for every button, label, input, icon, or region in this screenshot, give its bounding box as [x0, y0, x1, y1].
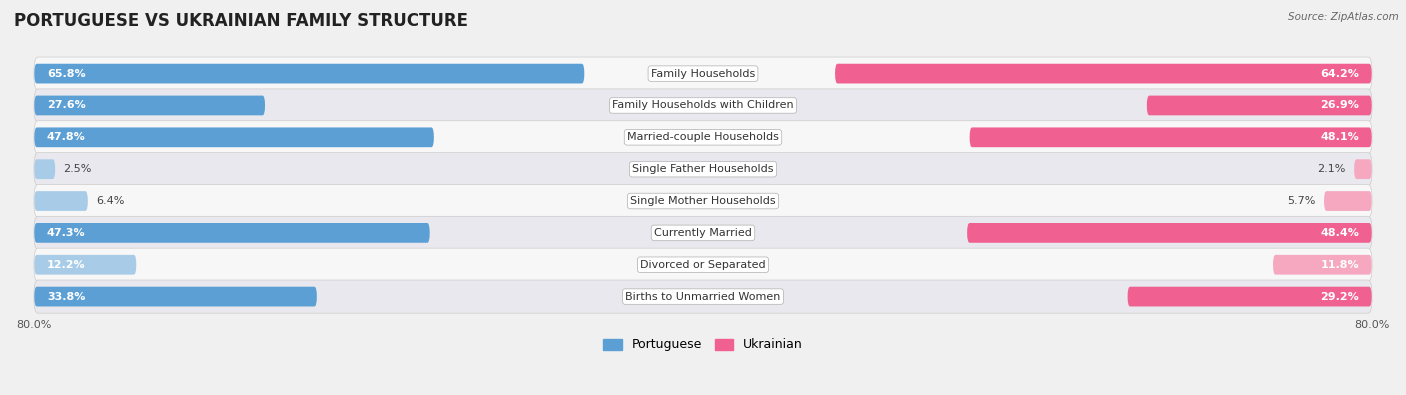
Text: 29.2%: 29.2%: [1320, 292, 1360, 302]
Text: 47.8%: 47.8%: [46, 132, 86, 142]
FancyBboxPatch shape: [1128, 287, 1372, 307]
Text: Source: ZipAtlas.com: Source: ZipAtlas.com: [1288, 12, 1399, 22]
Text: Family Households: Family Households: [651, 69, 755, 79]
Text: Births to Unmarried Women: Births to Unmarried Women: [626, 292, 780, 302]
FancyBboxPatch shape: [34, 191, 87, 211]
FancyBboxPatch shape: [1354, 159, 1372, 179]
Text: 2.5%: 2.5%: [63, 164, 91, 174]
Text: PORTUGUESE VS UKRAINIAN FAMILY STRUCTURE: PORTUGUESE VS UKRAINIAN FAMILY STRUCTURE: [14, 12, 468, 30]
Text: 6.4%: 6.4%: [96, 196, 125, 206]
Text: 47.3%: 47.3%: [46, 228, 86, 238]
Text: 5.7%: 5.7%: [1288, 196, 1316, 206]
FancyBboxPatch shape: [34, 255, 136, 275]
Text: Single Mother Households: Single Mother Households: [630, 196, 776, 206]
Legend: Portuguese, Ukrainian: Portuguese, Ukrainian: [598, 333, 808, 356]
Text: 33.8%: 33.8%: [46, 292, 86, 302]
Text: 48.4%: 48.4%: [1320, 228, 1360, 238]
FancyBboxPatch shape: [34, 287, 316, 307]
Text: 2.1%: 2.1%: [1317, 164, 1346, 174]
FancyBboxPatch shape: [34, 248, 1372, 281]
Text: Single Father Households: Single Father Households: [633, 164, 773, 174]
FancyBboxPatch shape: [1272, 255, 1372, 275]
Text: 26.9%: 26.9%: [1320, 100, 1360, 111]
FancyBboxPatch shape: [34, 128, 434, 147]
FancyBboxPatch shape: [970, 128, 1372, 147]
FancyBboxPatch shape: [34, 184, 1372, 218]
FancyBboxPatch shape: [34, 216, 1372, 250]
Text: 11.8%: 11.8%: [1320, 260, 1360, 270]
FancyBboxPatch shape: [835, 64, 1372, 83]
FancyBboxPatch shape: [34, 96, 264, 115]
FancyBboxPatch shape: [34, 121, 1372, 154]
Text: 65.8%: 65.8%: [46, 69, 86, 79]
Text: 64.2%: 64.2%: [1320, 69, 1360, 79]
FancyBboxPatch shape: [34, 57, 1372, 90]
FancyBboxPatch shape: [34, 159, 55, 179]
Text: 12.2%: 12.2%: [46, 260, 86, 270]
FancyBboxPatch shape: [967, 223, 1372, 243]
FancyBboxPatch shape: [1147, 96, 1372, 115]
Text: 27.6%: 27.6%: [46, 100, 86, 111]
Text: Currently Married: Currently Married: [654, 228, 752, 238]
FancyBboxPatch shape: [1324, 191, 1372, 211]
Text: Divorced or Separated: Divorced or Separated: [640, 260, 766, 270]
FancyBboxPatch shape: [34, 89, 1372, 122]
FancyBboxPatch shape: [34, 280, 1372, 313]
Text: Married-couple Households: Married-couple Households: [627, 132, 779, 142]
FancyBboxPatch shape: [34, 152, 1372, 186]
FancyBboxPatch shape: [34, 223, 430, 243]
Text: 48.1%: 48.1%: [1320, 132, 1360, 142]
Text: Family Households with Children: Family Households with Children: [612, 100, 794, 111]
FancyBboxPatch shape: [34, 64, 585, 83]
